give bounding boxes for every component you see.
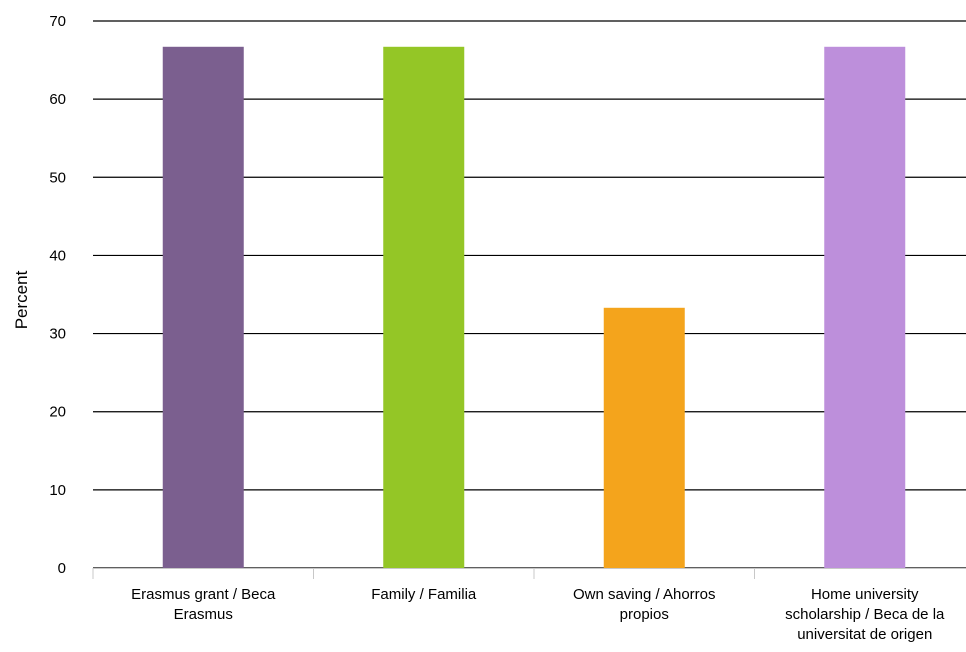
y-tick-labels: 0 10 20 30 40 50 60 70 — [49, 13, 66, 577]
category-labels: Erasmus grant / Beca Erasmus Family / Fami… — [131, 586, 945, 643]
category-label-line: Home university — [811, 586, 919, 603]
category-label-line: propios — [620, 606, 669, 623]
category-label-line: Erasmus grant / Beca — [131, 586, 276, 603]
bar — [162, 46, 244, 568]
category-label-line: Family / Familia — [371, 586, 477, 603]
category-label-line: Erasmus — [174, 606, 233, 623]
bar — [383, 46, 465, 568]
y-tick-label: 10 — [49, 482, 66, 499]
y-tick-label: 50 — [49, 169, 66, 186]
x-axis — [92, 568, 966, 579]
y-axis-title: Percent — [12, 270, 31, 329]
y-tick-label: 40 — [49, 247, 66, 264]
category-label: Erasmus grant / Beca Erasmus — [131, 586, 276, 623]
y-tick-label: 30 — [49, 326, 66, 343]
category-label-line: scholarship / Beca de la — [785, 606, 945, 623]
category-label-line: universitat de origen — [797, 626, 932, 643]
bar — [603, 307, 685, 568]
category-label: Own saving / Ahorros propios — [573, 586, 716, 623]
category-label: Family / Familia — [371, 586, 477, 603]
category-label-line: Own saving / Ahorros — [573, 586, 716, 603]
y-tick-label: 70 — [49, 13, 66, 30]
bars — [162, 46, 906, 568]
y-tick-label: 0 — [58, 560, 66, 577]
y-tick-label: 20 — [49, 404, 66, 421]
y-tick-label: 60 — [49, 91, 66, 108]
category-label: Home university scholarship / Beca de la u… — [785, 586, 945, 643]
bar — [824, 46, 906, 568]
